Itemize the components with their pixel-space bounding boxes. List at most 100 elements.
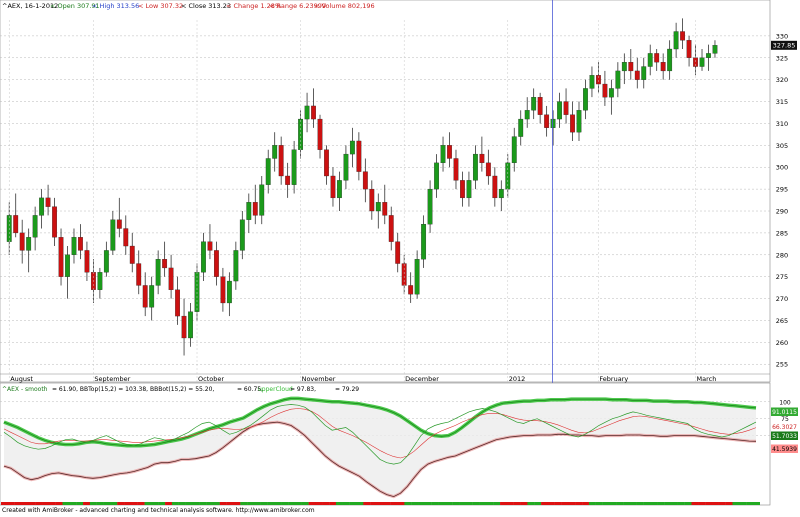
candle-body — [110, 219, 116, 251]
signal-segment — [500, 502, 508, 505]
signal-segment — [212, 502, 220, 505]
candle-body — [220, 276, 226, 304]
signal-segment — [35, 502, 43, 505]
footer-credit: Created with AmiBroker - advanced charti… — [2, 507, 315, 514]
signal-segment — [165, 502, 173, 505]
candle-body — [375, 202, 381, 212]
signal-segment — [1, 502, 8, 505]
signal-segment — [76, 502, 84, 505]
price-tick-label: 305 — [776, 142, 788, 150]
signal-segment — [322, 502, 330, 505]
candle-body — [667, 48, 673, 72]
signal-segment — [247, 502, 255, 505]
quote-header: ^AEX, 16-1-2012 < Open 307.91 < High 313… — [2, 2, 375, 10]
candle-body — [712, 45, 718, 54]
price-tick-label: 320 — [776, 76, 788, 84]
candle-body — [602, 83, 608, 98]
candle-body — [531, 97, 537, 111]
candle-body — [550, 118, 556, 128]
signal-segment — [370, 502, 378, 505]
indicator-lines — [3, 396, 757, 499]
candle-body — [142, 285, 148, 308]
candle-body — [660, 62, 666, 72]
indicator-value-tag — [771, 444, 798, 453]
candle-body — [647, 53, 653, 67]
signal-segment — [335, 502, 343, 505]
candle-body — [557, 101, 562, 120]
signal-segment — [267, 502, 275, 505]
candle-body — [343, 153, 349, 181]
candle-body — [84, 250, 90, 273]
month-label: December — [405, 375, 439, 383]
signal-segment — [629, 502, 637, 505]
signal-segment — [568, 502, 576, 505]
indicator-value-tags: 91.0115 66.3027 51.7033 41.5939 — [771, 407, 798, 453]
signal-segment — [705, 502, 713, 505]
candle-body — [214, 250, 219, 277]
signal-segment — [534, 502, 542, 505]
signal-segment — [356, 502, 364, 505]
price-tick-label: 275 — [776, 273, 788, 281]
month-label: 2012 — [509, 375, 526, 383]
mid-line — [3, 408, 757, 459]
candle-body — [537, 97, 543, 115]
range-value: < Range 6.23999 — [269, 2, 326, 10]
signal-segment — [657, 502, 665, 505]
price-tick-label: 310 — [776, 120, 788, 128]
low-value: < Low 307.32 — [138, 2, 183, 10]
signal-segment — [506, 502, 514, 505]
candle-body — [123, 228, 129, 247]
candle-body — [32, 215, 38, 238]
candle-body — [149, 285, 155, 308]
candle-body — [39, 197, 45, 216]
candle-body — [498, 188, 504, 199]
candle-body — [311, 105, 316, 120]
open-value: < Open 307.91 — [50, 2, 100, 10]
upper-cloud-value: = 97.83, — [290, 386, 316, 393]
signal-segment — [240, 502, 248, 505]
band-fill — [4, 398, 756, 497]
month-label: March — [697, 375, 717, 383]
signal-segment — [459, 502, 467, 505]
candle-body — [304, 105, 310, 120]
candle-body — [226, 280, 232, 304]
candle-body — [382, 202, 388, 216]
candle-body — [699, 57, 705, 67]
signal-segment — [349, 502, 357, 505]
signal-segment — [527, 502, 535, 505]
signal-segment — [124, 502, 132, 505]
band-area — [4, 398, 756, 497]
high-value: < High 313.56 — [92, 2, 139, 10]
signal-segment — [445, 502, 453, 505]
indicator-value-label: 66.3027 — [772, 424, 797, 431]
candle-body — [615, 70, 621, 89]
signal-segment — [424, 502, 432, 505]
signal-segment — [199, 502, 207, 505]
signal-segment — [137, 502, 145, 505]
candle-body — [26, 237, 32, 251]
candle-body — [570, 114, 575, 133]
candle-body — [414, 259, 420, 295]
volume-value: < Volume 802,196 — [314, 2, 375, 10]
last-price-label: 327.85 — [773, 41, 796, 49]
signal-segment — [418, 502, 426, 505]
month-label: February — [599, 375, 628, 383]
signal-segment — [96, 502, 104, 505]
signal-segment — [110, 502, 118, 505]
candle-body — [45, 197, 51, 207]
candle-body — [52, 206, 57, 238]
signal-segment — [582, 502, 590, 505]
price-axis: 255 260 265 270 275 280 285 290 295 300 305 310 315 3… — [776, 32, 788, 368]
candle-body — [233, 250, 239, 282]
signal-segment — [226, 502, 234, 505]
candle-body — [337, 180, 342, 199]
signal-segment — [513, 502, 521, 505]
candle-body — [608, 88, 614, 98]
signal-segment — [636, 502, 644, 505]
signal-segment — [472, 502, 480, 505]
price-tick-label: 315 — [776, 98, 788, 106]
indicator-values: = 61.90, BBTop(15,2) = 103.38, BBBot(15,… — [52, 386, 214, 393]
signal-segment — [7, 502, 15, 505]
price-tick-label: 325 — [776, 54, 788, 62]
